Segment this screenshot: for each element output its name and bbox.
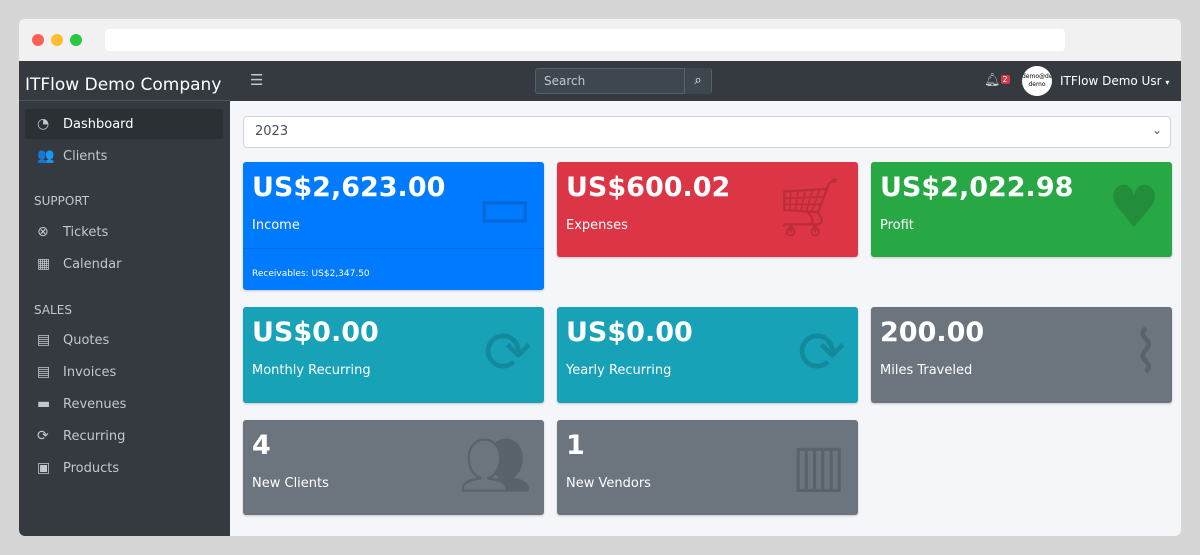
credit-card-icon: ▬ (37, 396, 51, 412)
bell-icon: 🔔︎ (984, 73, 1001, 88)
sidebar-item-dashboard[interactable]: ◔ Dashboard (25, 109, 223, 139)
sales-header: SALES (34, 303, 72, 317)
sidebar-item-clients[interactable]: 👥 Clients (25, 141, 223, 171)
stat-value: 1 (566, 430, 585, 461)
stat-value: 200.00 (880, 317, 985, 348)
year-select[interactable]: 2023 ⌄ (243, 116, 1171, 148)
users-icon: 👥︎ (458, 431, 532, 499)
stat-value: US$2,623.00 (252, 172, 446, 203)
sidebar-item-label: Tickets (63, 224, 109, 240)
sidebar-item-label: Calendar (63, 256, 122, 272)
building-icon: ▥ (791, 431, 846, 499)
search-icon: ⌕ (694, 73, 702, 88)
heart-icon: ♥ (1108, 173, 1160, 241)
box-icon: ▣ (37, 460, 51, 476)
avatar[interactable]: demo@demo demo (1022, 66, 1052, 96)
stat-card-income[interactable]: US$2,623.00 Income ▭ Receivables: US$2,347.… (243, 162, 544, 290)
receivables-text: Receivables: US$2,347.50 (252, 269, 370, 279)
search-button[interactable]: ⌕ (684, 68, 711, 94)
browser-window: ITFlow Demo Company ◔ Dashboard 👥 Clients SU… (19, 19, 1181, 536)
sidebar-item-label: Quotes (63, 332, 110, 348)
sidebar-item-tickets[interactable]: ⊗ Tickets (25, 217, 223, 247)
user-menu[interactable]: ITFlow Demo Usr ▾ (1060, 74, 1169, 88)
tachometer-icon: ◔ (37, 116, 50, 132)
sync-icon: ⟳ (37, 428, 49, 444)
stat-value: US$0.00 (252, 317, 379, 348)
stat-card-monthly-recurring[interactable]: US$0.00 Monthly Recurring ⟳ (243, 307, 544, 403)
address-bar[interactable] (105, 29, 1065, 51)
close-dot[interactable] (32, 34, 44, 46)
brand-name[interactable]: ITFlow Demo Company (19, 61, 230, 101)
stat-card-new-vendors[interactable]: 1 New Vendors ▥ (557, 420, 858, 515)
user-name: ITFlow Demo Usr (1060, 74, 1162, 88)
sidebar-item-label: Dashboard (63, 116, 134, 132)
sidebar-item-label: Clients (63, 148, 108, 164)
stat-label: Expenses (566, 218, 628, 233)
sidebar-item-recurring[interactable]: ⟳ Recurring (25, 421, 223, 451)
stat-label: Profit (880, 218, 914, 233)
stat-value: 4 (252, 430, 271, 461)
sidebar-item-invoices[interactable]: ▤ Invoices (25, 357, 223, 387)
stat-label: New Clients (252, 476, 329, 491)
stat-label: New Vendors (566, 476, 651, 491)
notifications-button[interactable]: 🔔︎ 2 (984, 73, 1010, 88)
invoice-icon: ▤ (37, 364, 51, 380)
sidebar-item-products[interactable]: ▣ Products (25, 453, 223, 483)
stat-label: Income (252, 218, 300, 233)
search-input[interactable]: Search (535, 68, 712, 94)
life-ring-icon: ⊗ (37, 224, 49, 240)
stat-card-miles-traveled[interactable]: 200.00 Miles Traveled ⌇ (871, 307, 1172, 403)
sync-icon: ⟳ (797, 318, 846, 386)
year-value: 2023 (255, 124, 289, 139)
chevron-down-icon: ⌄ (1151, 123, 1162, 137)
browser-chrome (19, 19, 1181, 61)
sidebar: ITFlow Demo Company ◔ Dashboard 👥 Clients SU… (19, 61, 230, 536)
stat-label: Monthly Recurring (252, 363, 371, 378)
maximize-dot[interactable] (70, 34, 82, 46)
sidebar-item-revenues[interactable]: ▬ Revenues (25, 389, 223, 419)
sidebar-item-label: Invoices (63, 364, 117, 380)
stat-value: US$600.02 (566, 172, 731, 203)
support-header: SUPPORT (34, 194, 90, 208)
hamburger-menu-icon[interactable]: ☰ (250, 71, 264, 89)
credit-card-icon: ▭ (477, 173, 532, 241)
users-icon: 👥 (37, 148, 55, 164)
stat-label: Yearly Recurring (566, 363, 672, 378)
sync-icon: ⟳ (483, 318, 532, 386)
stat-card-new-clients[interactable]: 4 New Clients 👥︎ (243, 420, 544, 515)
sidebar-item-label: Revenues (63, 396, 127, 412)
stat-label: Miles Traveled (880, 363, 973, 378)
top-navbar: ☰ Search ⌕ 🔔︎2 demo@demo demo ITFlow Dem… (230, 61, 1181, 101)
sidebar-item-quotes[interactable]: ▤ Quotes (25, 325, 223, 355)
sidebar-item-calendar[interactable]: ▦ Calendar (25, 249, 223, 279)
minimize-dot[interactable] (51, 34, 63, 46)
file-icon: ▤ (37, 332, 51, 348)
stat-card-expenses[interactable]: US$600.02 Expenses 🛒︎ (557, 162, 858, 257)
notification-badge: 2 (1000, 75, 1010, 84)
stat-value: US$0.00 (566, 317, 693, 348)
caret-down-icon: ▾ (1165, 78, 1170, 87)
sidebar-item-label: Recurring (63, 428, 126, 444)
shopping-cart-icon: 🛒︎ (772, 173, 846, 241)
route-icon: ⌇ (1131, 318, 1160, 386)
calendar-icon: ▦ (37, 256, 51, 272)
stat-value: US$2,022.98 (880, 172, 1074, 203)
stat-card-profit[interactable]: US$2,022.98 Profit ♥ (871, 162, 1172, 257)
stat-card-yearly-recurring[interactable]: US$0.00 Yearly Recurring ⟳ (557, 307, 858, 403)
sidebar-item-label: Products (63, 460, 120, 476)
